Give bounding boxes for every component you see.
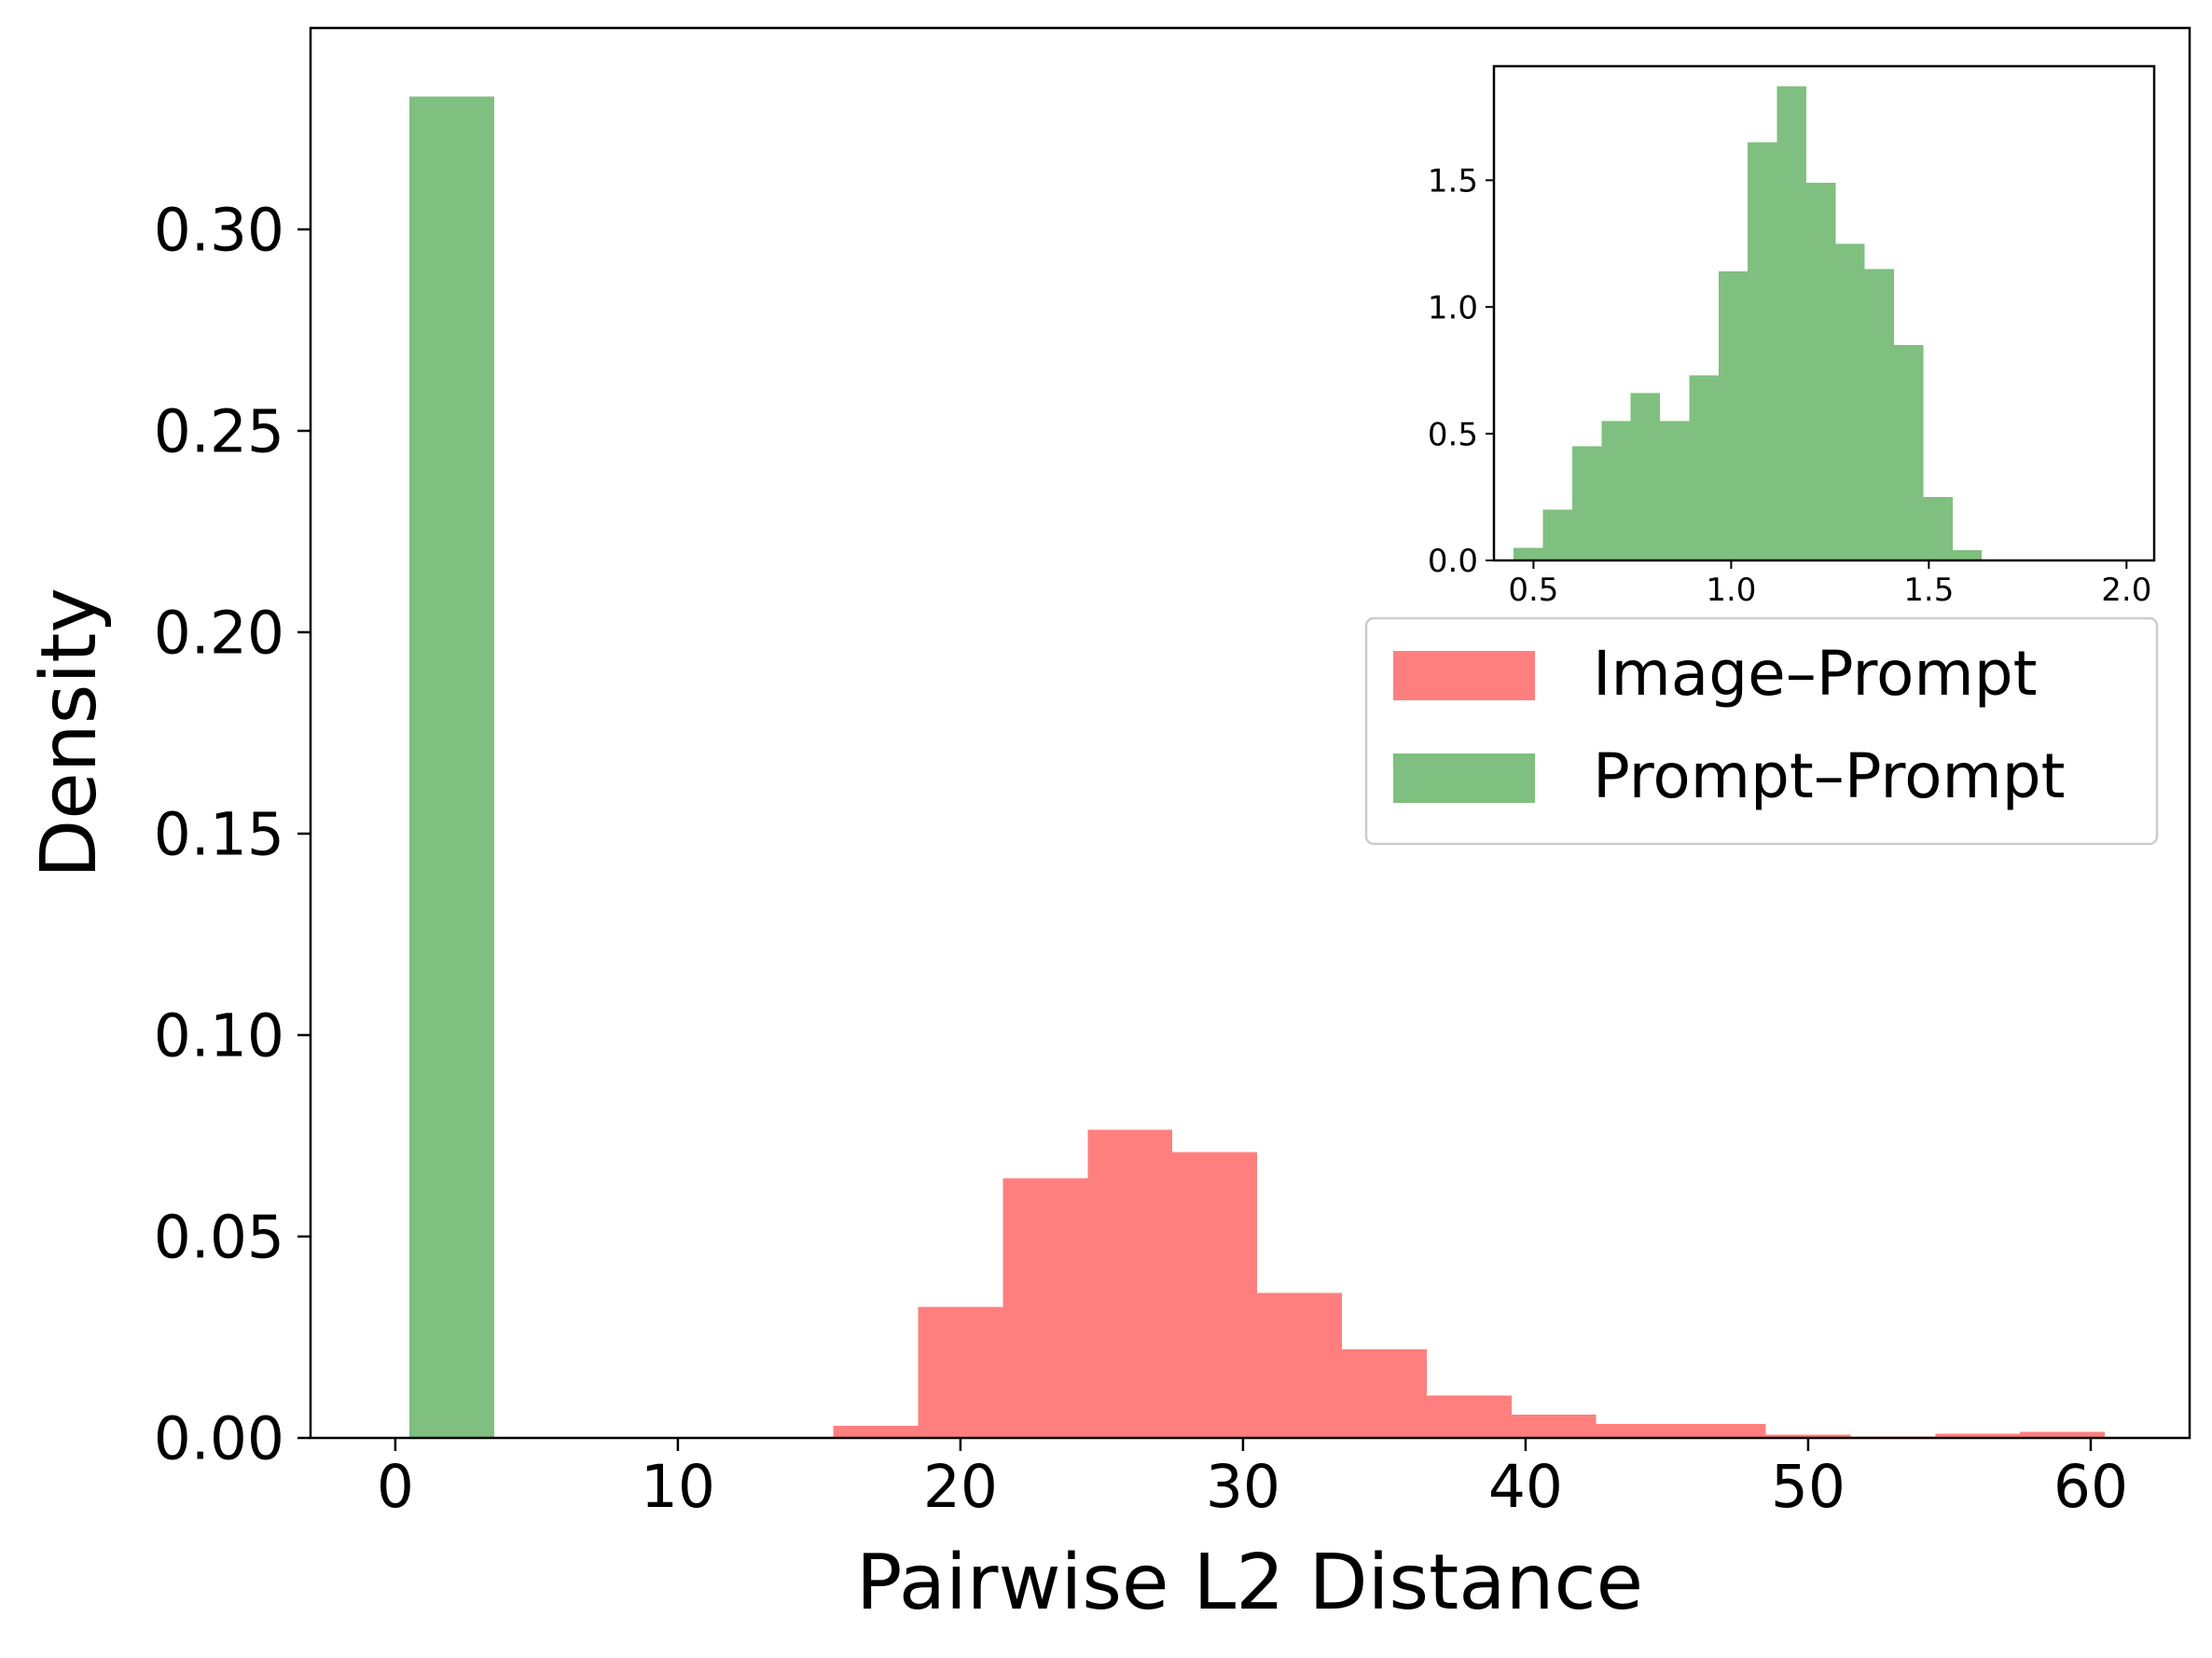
inset-y-tick-label-2: 1.0 [1428, 289, 1478, 326]
inset-bar-series-1 [1542, 509, 1572, 560]
legend-label-image-prompt: Image–Prompt [1593, 638, 2037, 710]
inset-bar-series-2 [1571, 446, 1602, 560]
inset-bar-series-15 [1952, 550, 1983, 560]
main-bar-image-prompt-5 [1257, 1292, 1342, 1438]
inset-bar-series-6 [1689, 375, 1719, 560]
inset-bar-series-11 [1835, 243, 1865, 560]
main-y-tick-label-5: 0.25 [154, 398, 284, 466]
main-bar-image-prompt-3 [1087, 1129, 1173, 1438]
main-bar-image-prompt-11 [1765, 1434, 1851, 1438]
inset-bar-series-7 [1718, 271, 1749, 560]
main-bar-image-prompt-7 [1426, 1395, 1512, 1438]
inset-x-tick-label-3: 2.0 [2101, 572, 2151, 609]
main-bar-image-prompt-2 [1002, 1178, 1088, 1438]
legend-swatch-prompt-prompt [1393, 753, 1535, 803]
inset-bar-series-9 [1777, 86, 1806, 560]
inset-bar-series-5 [1660, 421, 1690, 560]
inset-bar-series-0 [1514, 547, 1543, 560]
main-x-tick-label-6: 60 [2053, 1453, 2128, 1521]
inset-y-tick-label-3: 1.5 [1428, 163, 1478, 200]
inset-chart: 0.5 1.0 1.5 2.0 0.0 0.5 1.0 1.5 [1428, 64, 2156, 609]
inset-bar-series-12 [1864, 269, 1895, 560]
main-y-axis-ticks: 0.00 0.05 0.10 0.15 0.20 0.25 0.30 [154, 197, 311, 1473]
main-y-tick-label-3: 0.15 [154, 801, 284, 869]
inset-bar-series-13 [1894, 344, 1924, 560]
inset-histogram-bars [1514, 86, 1983, 561]
main-bar-image-prompt-13 [1935, 1433, 2021, 1438]
main-bar-image-prompt-9 [1596, 1423, 1681, 1438]
main-plot-frame [309, 26, 2191, 1440]
main-x-tick-label-2: 20 [923, 1453, 998, 1521]
main-y-tick-label-6: 0.30 [154, 197, 284, 265]
legend-frame [1364, 616, 2159, 846]
main-x-tick-label-4: 40 [1488, 1453, 1563, 1521]
main-bar-image-prompt-14 [2020, 1431, 2106, 1438]
inset-bar-series-3 [1601, 421, 1631, 560]
legend-swatch-image-prompt [1393, 651, 1535, 700]
main-bar-image-prompt-10 [1680, 1423, 1766, 1438]
inset-x-tick-label-0: 0.5 [1508, 572, 1558, 609]
main-bar-prompt-prompt-0 [409, 96, 494, 1439]
inset-bar-series-14 [1923, 497, 1953, 560]
main-x-tick-label-0: 0 [377, 1453, 414, 1521]
main-y-tick-label-1: 0.05 [154, 1204, 284, 1272]
main-bar-image-prompt-0 [833, 1426, 919, 1438]
main-x-tick-label-1: 10 [641, 1453, 715, 1521]
inset-bar-series-10 [1805, 183, 1836, 560]
main-histogram-bars [409, 96, 2106, 1439]
main-x-tick-label-3: 30 [1206, 1453, 1280, 1521]
main-bar-image-prompt-8 [1511, 1414, 1597, 1438]
x-axis-label: Pairwise L2 Distance [856, 1539, 1643, 1627]
inset-x-tick-label-1: 1.0 [1706, 572, 1756, 609]
main-y-tick-label-4: 0.20 [154, 600, 284, 668]
inset-y-tick-label-1: 0.5 [1428, 416, 1478, 453]
inset-bar-series-4 [1630, 393, 1661, 560]
main-x-tick-label-5: 50 [1771, 1453, 1846, 1521]
inset-y-tick-label-0: 0.0 [1428, 543, 1478, 580]
inset-x-tick-label-2: 1.5 [1903, 572, 1954, 609]
legend: Image–Prompt Prompt–Prompt [1364, 616, 2159, 846]
y-axis-label: Density [25, 587, 114, 878]
inset-plot-frame [1492, 64, 2156, 562]
main-bar-image-prompt-1 [918, 1306, 1003, 1438]
main-y-tick-label-2: 0.10 [154, 1002, 284, 1071]
main-bar-image-prompt-4 [1172, 1152, 1258, 1438]
main-x-axis-ticks: 0 10 20 30 40 50 60 [377, 1438, 2128, 1521]
inset-y-axis-ticks: 0.0 0.5 1.0 1.5 [1428, 163, 1494, 580]
inset-x-axis-ticks: 0.5 1.0 1.5 2.0 [1508, 560, 2151, 609]
inset-bar-series-8 [1748, 142, 1777, 561]
main-y-tick-label-0: 0.00 [154, 1405, 284, 1473]
main-bar-image-prompt-6 [1341, 1348, 1427, 1438]
legend-label-prompt-prompt: Prompt–Prompt [1593, 740, 2066, 812]
